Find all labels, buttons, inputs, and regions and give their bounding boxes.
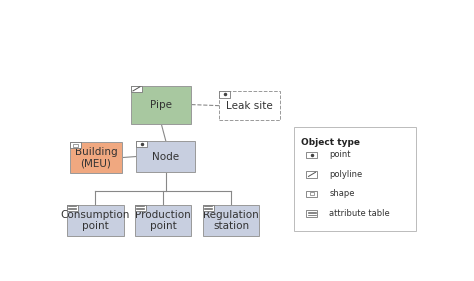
FancyBboxPatch shape <box>294 127 416 231</box>
FancyBboxPatch shape <box>307 210 318 217</box>
Text: attribute table: attribute table <box>329 209 390 218</box>
FancyBboxPatch shape <box>307 191 318 197</box>
Text: Leak site: Leak site <box>226 101 273 111</box>
Text: shape: shape <box>329 189 355 198</box>
FancyBboxPatch shape <box>202 205 259 236</box>
FancyBboxPatch shape <box>135 205 146 211</box>
FancyBboxPatch shape <box>131 86 191 124</box>
Text: point: point <box>329 150 351 159</box>
FancyBboxPatch shape <box>137 141 147 147</box>
FancyBboxPatch shape <box>307 171 318 178</box>
Text: Regulation
station: Regulation station <box>203 210 259 231</box>
FancyBboxPatch shape <box>66 205 124 236</box>
FancyBboxPatch shape <box>73 144 78 147</box>
Text: Pipe: Pipe <box>150 99 172 110</box>
FancyBboxPatch shape <box>202 205 213 211</box>
FancyBboxPatch shape <box>219 91 230 98</box>
FancyBboxPatch shape <box>135 205 191 236</box>
Text: polyline: polyline <box>329 170 363 179</box>
FancyBboxPatch shape <box>310 192 314 195</box>
Text: Node: Node <box>152 151 179 162</box>
FancyBboxPatch shape <box>70 142 82 148</box>
Text: Building
(MEU): Building (MEU) <box>75 147 117 168</box>
FancyBboxPatch shape <box>137 141 195 172</box>
Text: Consumption
point: Consumption point <box>60 210 130 231</box>
Text: Production
point: Production point <box>135 210 191 231</box>
FancyBboxPatch shape <box>131 86 142 92</box>
FancyBboxPatch shape <box>307 152 318 158</box>
FancyBboxPatch shape <box>219 91 280 120</box>
Text: Object type: Object type <box>301 138 360 147</box>
FancyBboxPatch shape <box>70 142 122 173</box>
FancyBboxPatch shape <box>66 205 78 211</box>
